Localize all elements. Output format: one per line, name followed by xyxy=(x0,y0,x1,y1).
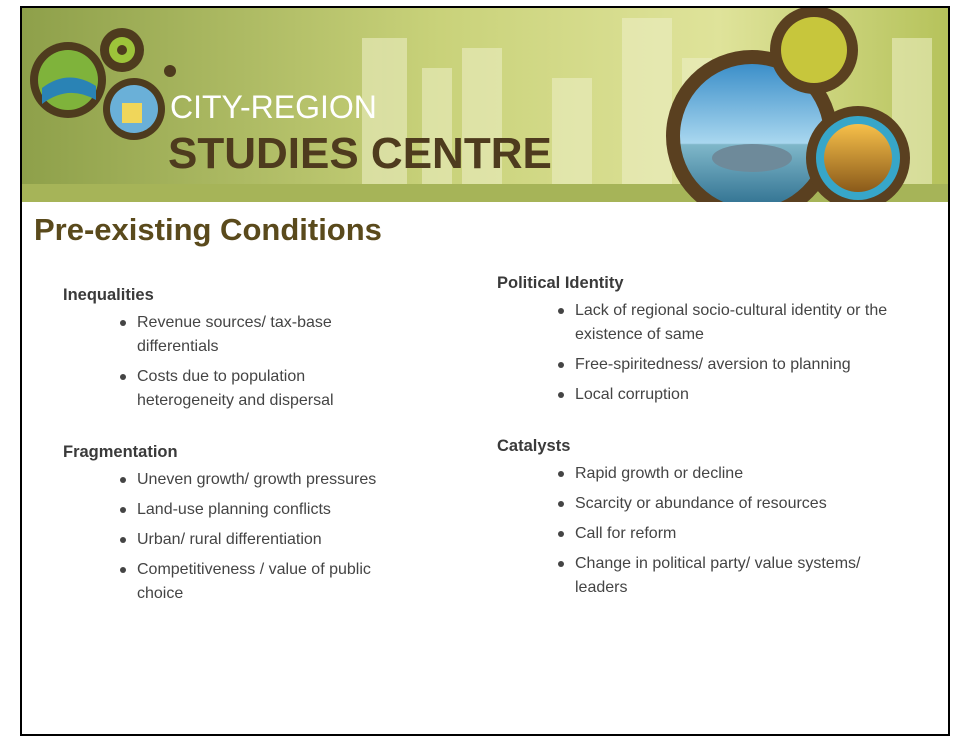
bullet-item: Free-spiritedness/ aversion to planning xyxy=(575,353,897,377)
section-heading: Political Identity xyxy=(497,274,897,293)
section-heading: Fragmentation xyxy=(63,443,403,462)
section: Fragmentation Uneven growth/ growth press… xyxy=(63,443,403,606)
banner: CITY-REGION STUDIES CENTRE xyxy=(22,8,950,202)
page: CITY-REGION STUDIES CENTRE Pre-existing … xyxy=(0,0,954,722)
bullet-list: Lack of regional socio-cultural identity… xyxy=(575,299,897,407)
logo-line2: STUDIES CENTRE xyxy=(168,129,552,178)
bullet-list: Uneven growth/ growth pressures Land-use … xyxy=(137,468,403,606)
bullet-item: Rapid growth or decline xyxy=(575,462,897,486)
column: Political Identity Lack of regional socio… xyxy=(497,274,897,630)
bullet-list: Rapid growth or decline Scarcity or abund… xyxy=(575,462,897,600)
bullet-item: Revenue sources/ tax-base differentials xyxy=(137,311,403,359)
bullet-item: Land-use planning conflicts xyxy=(137,498,403,522)
bullet-list: Revenue sources/ tax-base differentials C… xyxy=(137,311,403,413)
section-heading: Inequalities xyxy=(63,286,403,305)
bullet-item: Costs due to population heterogeneity an… xyxy=(137,365,403,413)
bullet-item: Scarcity or abundance of resources xyxy=(575,492,897,516)
bullet-item: Call for reform xyxy=(575,522,897,546)
section: Inequalities Revenue sources/ tax-base di… xyxy=(63,286,403,413)
slide: CITY-REGION STUDIES CENTRE Pre-existing … xyxy=(20,6,950,736)
slide-title: Pre-existing Conditions xyxy=(34,212,382,248)
section: Catalysts Rapid growth or decline Scarcity… xyxy=(497,437,897,600)
logo-line1: CITY-REGION xyxy=(170,89,377,125)
column: Inequalities Revenue sources/ tax-base di… xyxy=(63,286,403,636)
bullet-item: Urban/ rural differentiation xyxy=(137,528,403,552)
bullet-item: Change in political party/ value systems… xyxy=(575,552,897,600)
bullet-item: Competitiveness / value of public choice xyxy=(137,558,403,606)
bullet-item: Local corruption xyxy=(575,383,897,407)
section-heading: Catalysts xyxy=(497,437,897,456)
bullet-item: Lack of regional socio-cultural identity… xyxy=(575,299,897,347)
section: Political Identity Lack of regional socio… xyxy=(497,274,897,407)
bullet-item: Uneven growth/ growth pressures xyxy=(137,468,403,492)
